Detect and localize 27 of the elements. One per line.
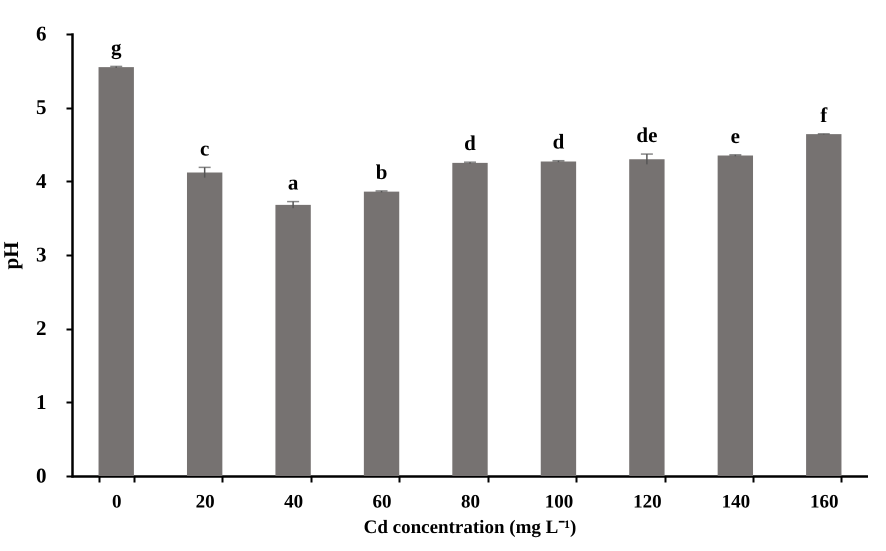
x-tick-label: 140 [722, 492, 750, 512]
x-tick-label: 40 [284, 492, 304, 512]
x-tick-label: 60 [372, 492, 392, 512]
y-tick-label: 4 [36, 168, 47, 193]
y-tick-label: 5 [36, 95, 46, 120]
x-tick-label: 80 [461, 492, 480, 512]
y-tick-label: 2 [36, 316, 46, 340]
y-tick-label: 0 [36, 464, 46, 488]
annotation: c [200, 136, 210, 160]
x-tick-label: 160 [810, 492, 839, 512]
annotation: d [464, 131, 476, 156]
x-axis-title: Cd concentration (mg L⁻¹) [362, 516, 578, 539]
annotation: a [288, 170, 299, 195]
y-axis-title: pH [0, 241, 23, 270]
annotation: b [376, 160, 388, 184]
x-tick-label: 120 [633, 492, 662, 512]
y-tick-label: 1 [36, 390, 46, 414]
annotation: g [110, 35, 122, 60]
annotation: de [636, 123, 658, 148]
y-tick-label: 6 [36, 22, 46, 46]
x-tick-label: 0 [112, 492, 122, 512]
annotation: d [552, 130, 565, 154]
x-tick-label: 20 [196, 492, 215, 512]
x-tick-label: 100 [544, 492, 574, 512]
annotation: e [730, 124, 740, 148]
annotation: f [820, 102, 828, 127]
y-tick-label: 3 [36, 242, 46, 266]
